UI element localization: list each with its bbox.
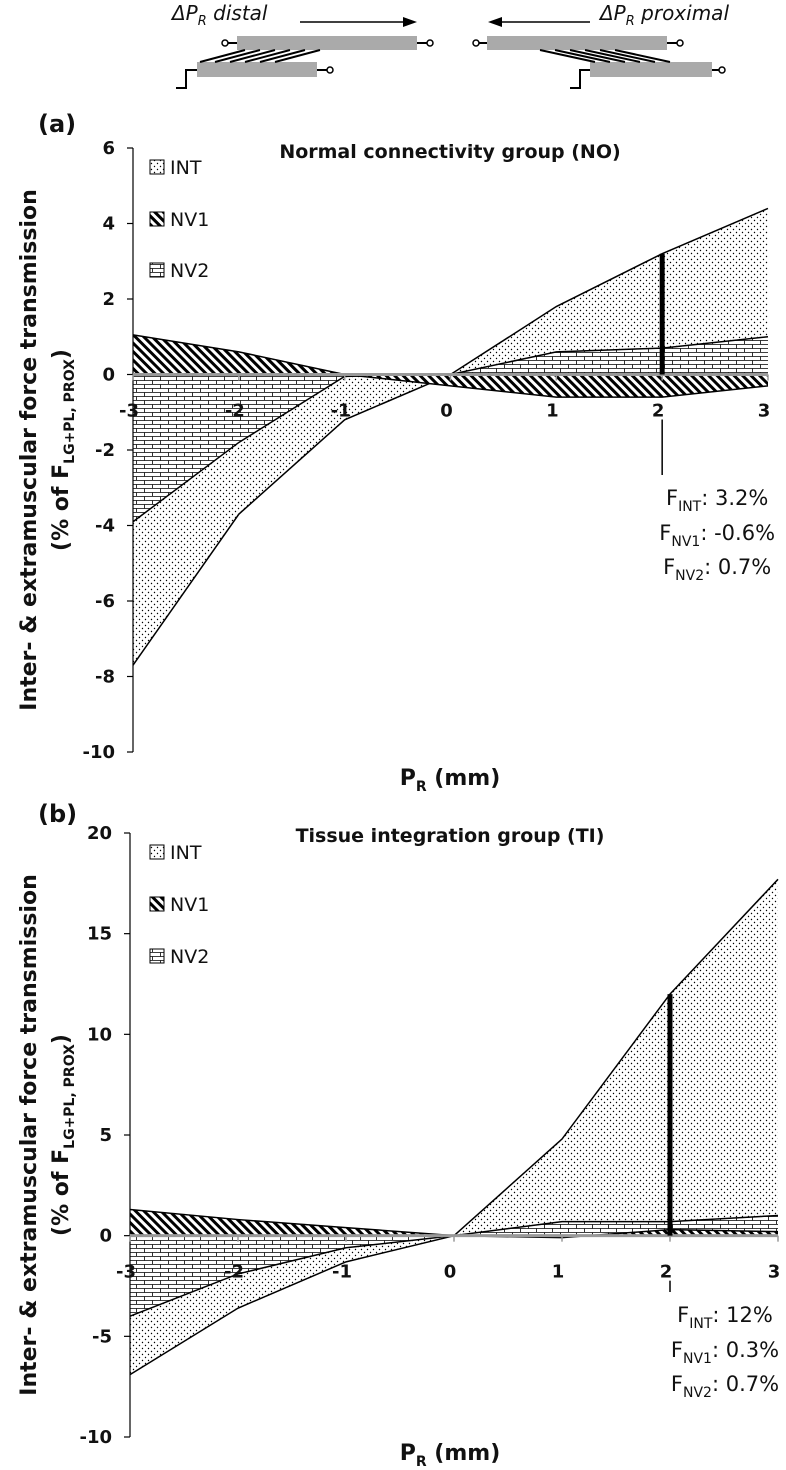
y-tick-label: -5: [92, 1326, 112, 1347]
y-tick-label: 0: [102, 365, 115, 386]
legend-label: INT: [170, 157, 202, 179]
x-tick-label: 0: [440, 401, 453, 422]
schematic-label: ΔPR distal: [170, 1, 268, 29]
panel-label: (b): [38, 800, 77, 828]
joint: [472, 39, 480, 47]
y-tick-label: 4: [102, 214, 115, 235]
y-tick-label: 5: [99, 1125, 112, 1146]
muscle-bar: [487, 36, 667, 50]
x-tick-label: 1: [546, 401, 559, 422]
legend-label: NV1: [170, 209, 209, 231]
chart-title: Normal connectivity group (NO): [279, 141, 620, 163]
annotation: FNV2: 0.7%: [671, 1372, 779, 1401]
y-tick-label: -6: [95, 591, 115, 612]
legend-swatch: [149, 159, 165, 175]
y-tick-label: -10: [82, 742, 115, 763]
schematic-label: ΔPR proximal: [598, 1, 729, 29]
legend-swatch: [149, 844, 165, 860]
area: [133, 334, 768, 398]
annotation: FINT: 12%: [677, 1303, 773, 1332]
panel: (a)Normal connectivity group (NO)-10-8-6…: [17, 110, 775, 795]
y-tick-label: 2: [102, 289, 115, 310]
legend-swatch: [149, 948, 165, 964]
x-tick-label: 3: [768, 1262, 781, 1283]
muscle-bar: [590, 62, 712, 77]
annotation: FNV2: 0.7%: [663, 555, 771, 584]
panel-label: (a): [38, 110, 76, 138]
y-tick-label: -8: [95, 667, 115, 688]
x-tick-label: -2: [224, 1262, 244, 1283]
x-tick-label: 2: [660, 1262, 673, 1283]
connector: [176, 42, 428, 89]
x-axis-label: PR (mm): [400, 766, 501, 795]
joint: [326, 66, 334, 74]
joint: [221, 39, 229, 47]
y-axis-label: (% of FLG+PL, PROX): [49, 1034, 78, 1236]
y-tick-label: -4: [95, 516, 115, 537]
joint: [426, 39, 434, 47]
y-tick-label: -10: [79, 1427, 112, 1448]
muscle-bar: [197, 62, 317, 77]
y-axis-label: Inter- & extramuscular force transmissio…: [17, 874, 42, 1395]
annotation: FNV1: -0.6%: [659, 521, 775, 550]
area-edge: [132, 334, 769, 398]
y-axis-label: Inter- & extramuscular force transmissio…: [17, 189, 42, 710]
arrow-head: [488, 17, 502, 27]
x-tick-label: 3: [758, 401, 771, 422]
legend-label: NV2: [170, 260, 209, 282]
legend-label: INT: [170, 842, 202, 864]
legend-swatch: [149, 262, 165, 278]
chart-title: Tissue integration group (TI): [296, 825, 605, 847]
connector: [476, 42, 722, 89]
area: [130, 1209, 778, 1238]
legend-swatch: [149, 211, 165, 227]
area: [130, 1215, 778, 1317]
y-axis-label: (% of FLG+PL, PROX): [49, 349, 78, 551]
y-tick-label: 0: [99, 1226, 112, 1247]
muscle-bar: [237, 36, 417, 50]
joint: [718, 66, 726, 74]
x-tick-label: 0: [444, 1262, 457, 1283]
x-tick-label: -1: [331, 401, 351, 422]
x-tick-label: 1: [552, 1262, 565, 1283]
area: [133, 336, 768, 522]
annotation: FINT: 3.2%: [666, 486, 768, 515]
joint: [676, 39, 684, 47]
x-tick-label: -1: [332, 1262, 352, 1283]
area: [133, 208, 768, 666]
schematic: ΔPR distal ΔPR proximal: [170, 1, 729, 89]
linkage: [199, 49, 321, 63]
legend-label: NV2: [170, 946, 209, 968]
area: [130, 879, 778, 1375]
x-tick-label: 2: [652, 401, 665, 422]
x-tick-label: -3: [119, 401, 139, 422]
legend-swatch: [149, 896, 165, 912]
x-tick-label: -3: [116, 1262, 136, 1283]
y-tick-label: 10: [87, 1024, 112, 1045]
linkage: [539, 49, 671, 63]
y-tick-label: -2: [95, 440, 115, 461]
x-tick-label: -2: [225, 401, 245, 422]
y-tick-label: 15: [87, 924, 112, 945]
y-tick-label: 20: [87, 823, 112, 844]
annotation: FNV1: 0.3%: [671, 1338, 779, 1367]
panel: (b)Tissue integration group (TI)-10-5051…: [17, 800, 780, 1470]
arrow-head: [403, 17, 417, 27]
legend-label: NV1: [170, 894, 209, 916]
y-tick-label: 6: [102, 138, 115, 159]
x-axis-label: PR (mm): [400, 1441, 501, 1470]
